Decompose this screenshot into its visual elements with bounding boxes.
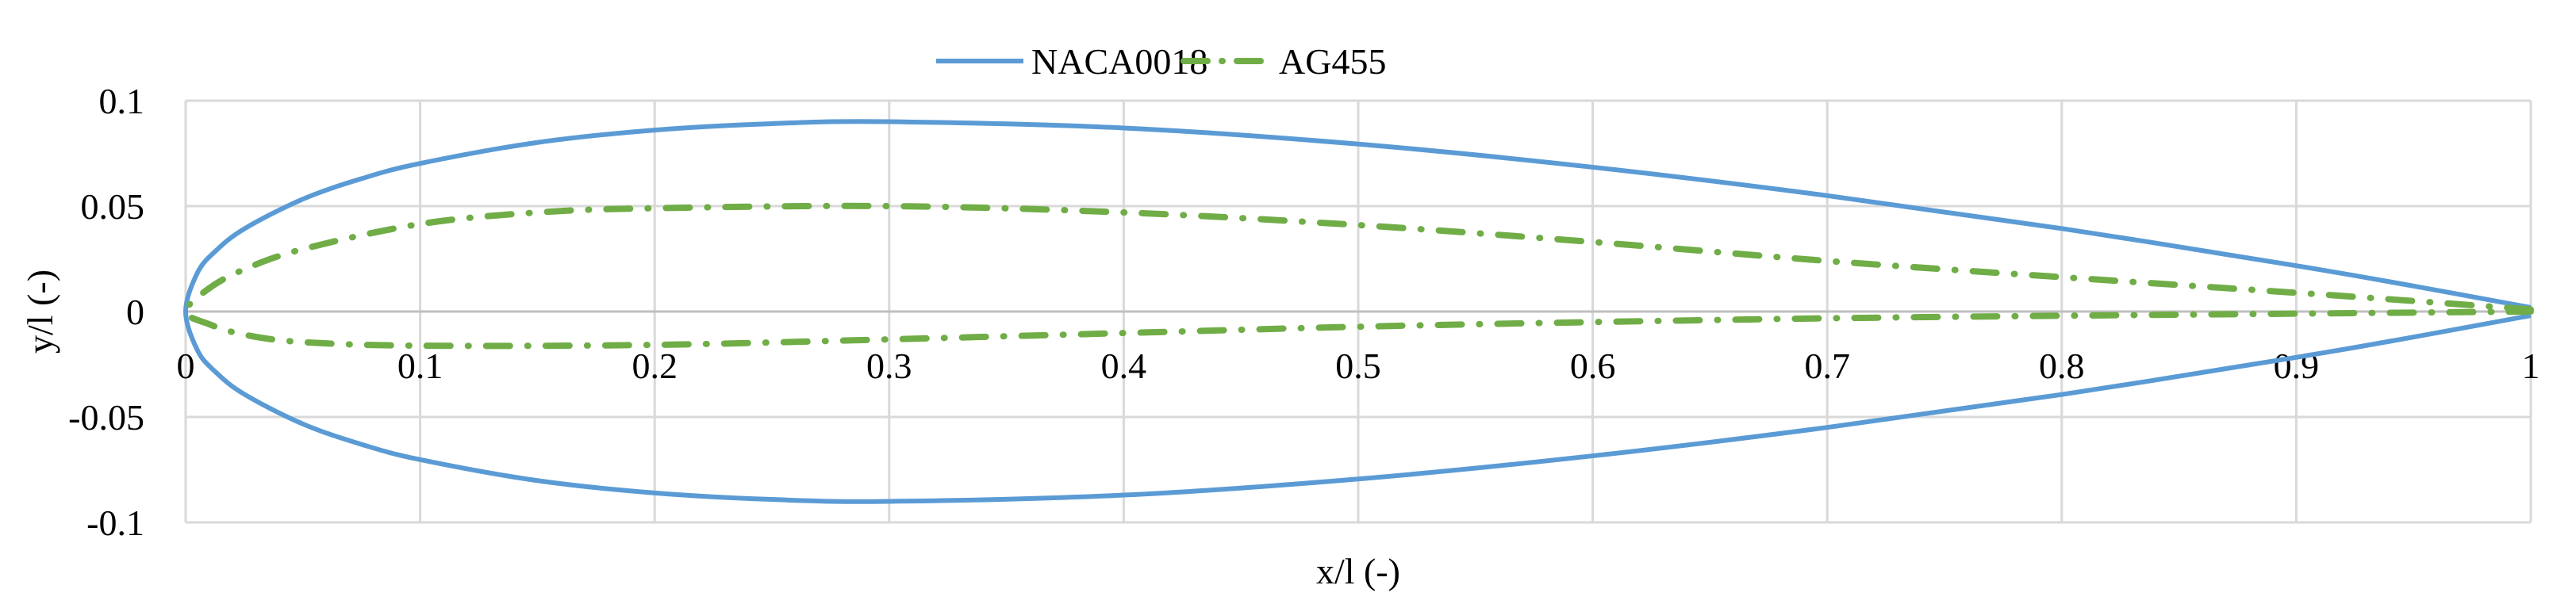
series-lines xyxy=(182,119,2534,504)
x-tick-label: 0.5 xyxy=(1335,346,1381,386)
x-tick-label: 0.8 xyxy=(2039,346,2085,386)
legend: NACA0018 AG455 xyxy=(936,41,1386,82)
y-tick-label: 0.05 xyxy=(81,186,145,227)
x-tick-label: 0.4 xyxy=(1101,346,1147,386)
legend-label: AG455 xyxy=(1279,41,1386,82)
x-tick-label: 0.3 xyxy=(866,346,912,386)
x-tick-label: 0.7 xyxy=(1804,346,1850,386)
y-axis-label: y/l (-) xyxy=(20,270,60,354)
x-tick-label: 0.6 xyxy=(1570,346,1616,386)
grid xyxy=(184,99,2532,524)
x-tick-label: 0.2 xyxy=(632,346,678,386)
series-line-ag455 xyxy=(182,202,2534,350)
y-tick-label: -0.1 xyxy=(86,503,144,543)
legend-label: NACA0018 xyxy=(1031,41,1207,82)
y-tick-label: -0.05 xyxy=(68,397,144,438)
y-tick-label: 0.1 xyxy=(99,81,145,121)
series-line-naca0018 xyxy=(183,119,2532,504)
x-tick-label: 0 xyxy=(177,346,195,386)
x-tick-label: 0.1 xyxy=(397,346,443,386)
x-axis-label: x/l (-) xyxy=(1316,551,1400,591)
x-tick-label: 0.9 xyxy=(2274,346,2320,386)
tick-labels: 0 0.1 0.2 0.3 0.4 0.5 0.6 0.7 0.8 0.9 1 0.1 0.05 0 -0.… xyxy=(68,81,2540,543)
y-tick-label: 0 xyxy=(126,292,144,332)
x-tick-label: 1 xyxy=(2522,346,2540,386)
